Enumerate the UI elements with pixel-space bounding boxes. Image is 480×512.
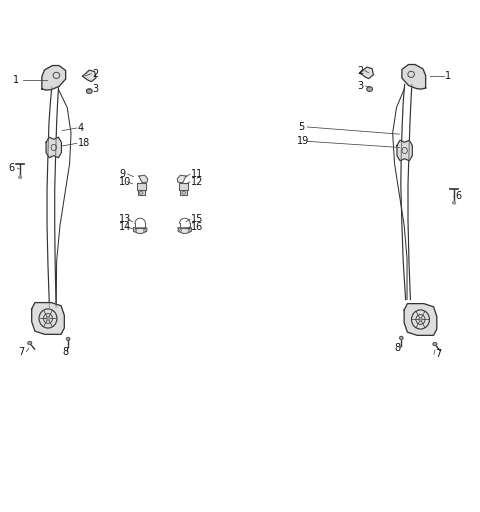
Text: 12: 12 — [191, 177, 204, 187]
Ellipse shape — [433, 343, 437, 346]
Text: 14: 14 — [119, 222, 131, 232]
Ellipse shape — [66, 337, 70, 340]
Ellipse shape — [47, 317, 49, 320]
Polygon shape — [133, 228, 147, 233]
Polygon shape — [402, 65, 426, 89]
Text: 6: 6 — [9, 163, 15, 173]
Polygon shape — [397, 140, 412, 161]
Polygon shape — [32, 303, 64, 334]
Ellipse shape — [28, 342, 32, 345]
Ellipse shape — [19, 176, 22, 178]
Text: 18: 18 — [78, 138, 90, 148]
Text: 4: 4 — [78, 123, 84, 133]
Text: 2: 2 — [357, 66, 363, 76]
Ellipse shape — [367, 87, 372, 92]
Ellipse shape — [86, 89, 92, 94]
Text: 8: 8 — [395, 343, 401, 353]
Polygon shape — [137, 183, 145, 190]
Polygon shape — [138, 190, 144, 196]
Text: 7: 7 — [18, 347, 24, 357]
Text: 11: 11 — [191, 169, 204, 179]
Text: 1: 1 — [13, 75, 20, 86]
Text: 13: 13 — [119, 214, 132, 224]
Text: 15: 15 — [191, 214, 204, 224]
Polygon shape — [139, 175, 148, 183]
Text: 1: 1 — [445, 71, 452, 81]
Polygon shape — [178, 228, 192, 233]
Text: 5: 5 — [299, 122, 305, 132]
Polygon shape — [42, 66, 66, 90]
Ellipse shape — [453, 202, 456, 204]
Polygon shape — [180, 183, 188, 190]
Text: 6: 6 — [455, 190, 461, 201]
Text: 9: 9 — [119, 169, 125, 179]
Text: 7: 7 — [435, 349, 441, 359]
Ellipse shape — [419, 318, 422, 321]
Polygon shape — [360, 67, 373, 78]
Text: 16: 16 — [191, 222, 203, 232]
Text: 19: 19 — [297, 136, 309, 146]
Text: 10: 10 — [119, 177, 131, 187]
Polygon shape — [46, 137, 61, 158]
Polygon shape — [177, 175, 186, 183]
Polygon shape — [83, 70, 96, 81]
Text: 8: 8 — [62, 347, 69, 357]
Text: 2: 2 — [92, 69, 98, 79]
Text: 3: 3 — [92, 84, 98, 94]
Polygon shape — [180, 190, 187, 196]
Text: 3: 3 — [357, 81, 363, 91]
Polygon shape — [404, 304, 437, 335]
Ellipse shape — [399, 336, 403, 339]
